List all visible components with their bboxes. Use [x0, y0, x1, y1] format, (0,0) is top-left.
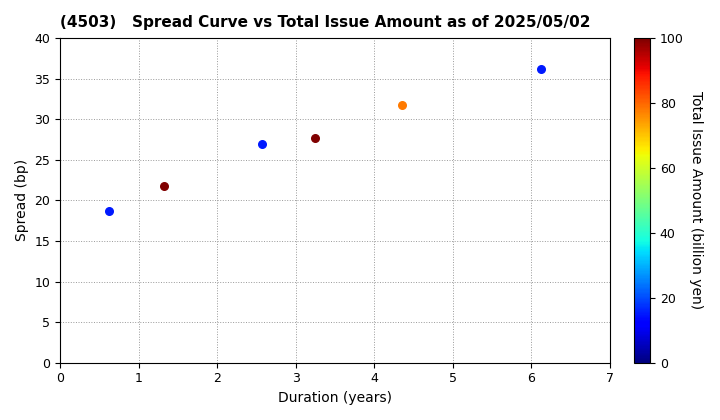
Text: (4503)   Spread Curve vs Total Issue Amount as of 2025/05/02: (4503) Spread Curve vs Total Issue Amoun… [60, 15, 590, 30]
X-axis label: Duration (years): Duration (years) [278, 391, 392, 405]
Y-axis label: Spread (bp): Spread (bp) [15, 159, 29, 242]
Point [158, 182, 169, 189]
Point [535, 66, 546, 72]
Point [310, 134, 321, 141]
Y-axis label: Total Issue Amount (billion yen): Total Issue Amount (billion yen) [689, 92, 703, 310]
Point [256, 140, 268, 147]
Point [103, 207, 114, 214]
Point [396, 101, 408, 108]
